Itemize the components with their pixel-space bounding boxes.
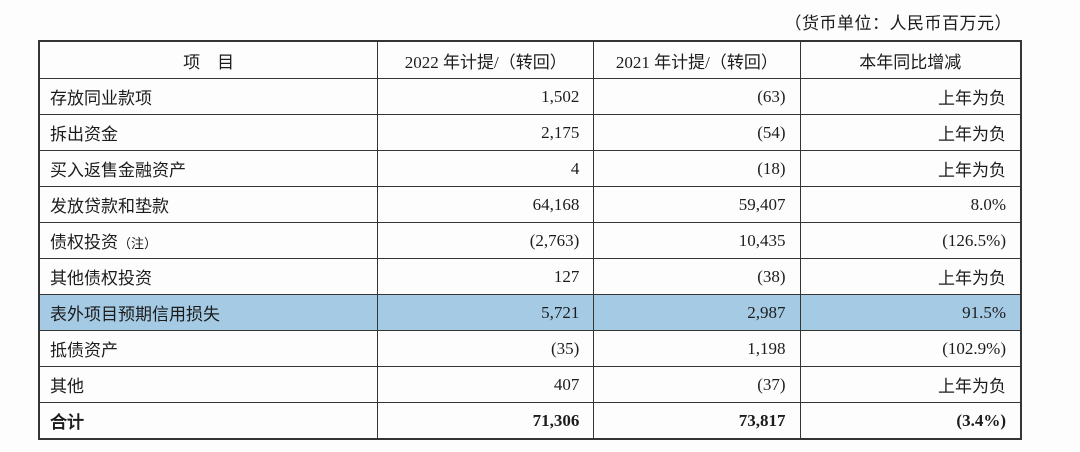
row-2021-value: (63): [593, 78, 801, 115]
table-row: 存放同业款项 1,502 (63) 上年为负: [38, 78, 1022, 115]
row-item-label: 拆出资金: [50, 125, 118, 144]
row-item-cell: 买入返售金融资产: [38, 150, 379, 187]
row-item-cell: 债权投资（注）: [38, 222, 379, 259]
row-2021-value: (38): [593, 258, 801, 295]
row-item-label: 表外项目预期信用损失: [50, 305, 220, 324]
row-item-cell: 发放贷款和垫款: [38, 186, 379, 223]
row-2021-value: 10,435: [593, 222, 801, 259]
row-yoy-value: 上年为负: [799, 366, 1022, 403]
row-item-label: 其他: [50, 377, 84, 396]
currency-unit-note: （货币单位：人民币百万元）: [784, 14, 1012, 33]
row-item-cell: 合计: [38, 402, 379, 440]
row-yoy-value: 91.5%: [799, 294, 1022, 331]
provisions-table: 项 目 2022 年计提/（转回） 2021 年计提/（转回） 本年同比增减 存…: [38, 40, 1022, 440]
header-2022: 2022 年计提/（转回）: [377, 40, 595, 79]
table-row: 债权投资（注） (2,763) 10,435 (126.5%): [38, 222, 1022, 259]
row-2021-value: (37): [593, 366, 801, 403]
row-item-cell: 其他: [38, 366, 379, 403]
row-item-cell: 拆出资金: [38, 114, 379, 151]
header-row: 项 目 2022 年计提/（转回） 2021 年计提/（转回） 本年同比增减: [38, 40, 1022, 79]
table-row: 发放贷款和垫款 64,168 59,407 8.0%: [38, 186, 1022, 223]
row-2021-value: (54): [593, 114, 801, 151]
row-item-label: 债权投资: [50, 233, 118, 252]
row-yoy-value: 8.0%: [799, 186, 1022, 223]
row-2021-value: 59,407: [593, 186, 801, 223]
row-item-cell: 其他债权投资: [38, 258, 379, 295]
row-yoy-value: 上年为负: [799, 150, 1022, 187]
header-item: 项 目: [38, 40, 379, 79]
row-yoy-value: 上年为负: [799, 78, 1022, 115]
row-2022-value: 2,175: [377, 114, 595, 151]
table-row-highlighted: 表外项目预期信用损失 5,721 2,987 91.5%: [38, 294, 1022, 331]
row-2022-value: 407: [377, 366, 595, 403]
row-item-label: 合计: [50, 413, 84, 432]
row-2021-value: 1,198: [593, 330, 801, 367]
row-item-label: 其他债权投资: [50, 269, 152, 288]
header-2021: 2021 年计提/（转回）: [593, 40, 801, 79]
table-row: 其他 407 (37) 上年为负: [38, 366, 1022, 403]
table-row: 其他债权投资 127 (38) 上年为负: [38, 258, 1022, 295]
row-yoy-value: (3.4%): [799, 402, 1022, 440]
row-item-cell: 存放同业款项: [38, 78, 379, 115]
row-item-label: 发放贷款和垫款: [50, 197, 169, 216]
row-2022-value: (2,763): [377, 222, 595, 259]
table-row: 合计 71,306 73,817 (3.4%): [38, 402, 1022, 440]
row-2021-value: 2,987: [593, 294, 801, 331]
row-2022-value: 127: [377, 258, 595, 295]
row-2022-value: (35): [377, 330, 595, 367]
table-row: 抵债资产 (35) 1,198 (102.9%): [38, 330, 1022, 367]
header-yoy: 本年同比增减: [799, 40, 1022, 79]
row-yoy-value: (126.5%): [799, 222, 1022, 259]
row-2022-value: 4: [377, 150, 595, 187]
row-2022-value: 5,721: [377, 294, 595, 331]
row-2021-value: 73,817: [593, 402, 801, 440]
row-2022-value: 1,502: [377, 78, 595, 115]
row-item-cell: 抵债资产: [38, 330, 379, 367]
row-2021-value: (18): [593, 150, 801, 187]
row-2022-value: 71,306: [377, 402, 595, 440]
row-yoy-value: 上年为负: [799, 114, 1022, 151]
row-yoy-value: 上年为负: [799, 258, 1022, 295]
row-2022-value: 64,168: [377, 186, 595, 223]
row-item-cell: 表外项目预期信用损失: [38, 294, 379, 331]
row-item-label: 存放同业款项: [50, 89, 152, 108]
row-yoy-value: (102.9%): [799, 330, 1022, 367]
table-row: 买入返售金融资产 4 (18) 上年为负: [38, 150, 1022, 187]
table-body: 存放同业款项 1,502 (63) 上年为负 拆出资金 2,175 (54) 上…: [38, 78, 1022, 440]
row-item-label: 买入返售金融资产: [50, 161, 186, 180]
row-item-label: 抵债资产: [50, 341, 118, 360]
row-item-note: （注）: [118, 236, 158, 251]
table-row: 拆出资金 2,175 (54) 上年为负: [38, 114, 1022, 151]
